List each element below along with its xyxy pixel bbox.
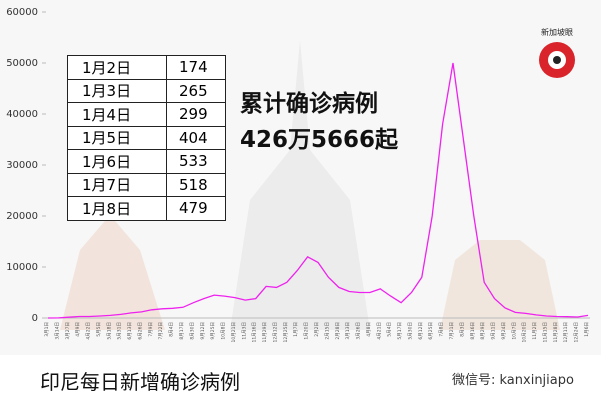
x-tick-label: 11月29日 — [262, 322, 268, 342]
date-cell: 1月4日 — [67, 102, 167, 127]
annotation: 累计确诊病例 — [240, 91, 378, 117]
x-tick-label: 3月27日 — [65, 322, 71, 340]
x-tick-label: 3月1日 — [44, 322, 50, 337]
table-row: 1月4日 299 — [67, 102, 226, 127]
x-tick-label: 10月20日 — [522, 322, 528, 342]
x-tick-label: 4月9日 — [75, 322, 81, 337]
x-tick-label: 5月5日 — [96, 322, 102, 337]
table-row: 1月8日 479 — [67, 196, 226, 221]
x-tick-label: 12月25日 — [283, 322, 289, 342]
y-tick-label: 40000 — [6, 109, 38, 120]
date-cell: 1月6日 — [67, 149, 167, 174]
data-table: 1月2日 174 1月3日 265 1月4日 299 1月5日 404 1月6日 533 1月7日 5… — [67, 55, 226, 221]
count-cell: 299 — [166, 102, 226, 127]
table-row: 1月7日 518 — [67, 172, 226, 197]
x-tick-label: 8月29日 — [480, 322, 486, 340]
x-tick-label: 6月26日 — [137, 322, 143, 340]
x-tick-label: 8月30日 — [189, 322, 195, 340]
x-tick-label: 8月4日 — [169, 322, 175, 337]
y-tick-label: 50000 — [6, 58, 38, 69]
date-cell: 1月8日 — [67, 196, 167, 221]
y-tick-label: 30000 — [6, 160, 38, 171]
x-tick-label: 2月15日 — [324, 322, 330, 340]
count-cell: 404 — [166, 125, 226, 150]
x-tick-label: 12月11日 — [563, 322, 569, 342]
x-tick-label: 3月26日 — [356, 322, 362, 340]
table-row: 1月2日 174 — [67, 55, 226, 80]
x-tick-label: 8月16日 — [470, 322, 476, 340]
y-tick-label: 20000 — [6, 211, 38, 222]
pagoda-illustration — [60, 215, 165, 330]
date-cell: 1月2日 — [67, 55, 167, 80]
table-row: 1月6日 533 — [67, 149, 226, 174]
date-cell: 1月5日 — [67, 125, 167, 150]
data-line — [47, 62, 589, 319]
x-tick-label: 9月12日 — [200, 322, 206, 340]
x-tick-label: 4月21日 — [376, 322, 382, 340]
x-tick-label: 8月3日 — [459, 322, 465, 337]
x-tick-label: 1月20日 — [304, 322, 310, 340]
table-row: 1月5日 404 — [67, 125, 226, 150]
x-tick-label: 11月16日 — [252, 322, 258, 342]
x-tick-label: 11月2日 — [532, 322, 538, 340]
x-tick-label: 7月9日 — [148, 322, 154, 337]
x-tick-label: 3月14日 — [54, 322, 60, 340]
x-tick-label: 11月28日 — [553, 322, 559, 342]
x-tick-label: 2月28日 — [335, 322, 341, 340]
x-tick-label: 3月13日 — [345, 322, 351, 340]
x-tick-label: 7月8日 — [439, 322, 445, 337]
x-tick-label: 9月24日 — [501, 322, 507, 340]
x-tick-label: 7月21日 — [449, 322, 455, 340]
x-tick-label: 10月8日 — [221, 322, 227, 340]
x-tick-label: 10月21日 — [231, 322, 237, 342]
count-cell: 479 — [166, 196, 226, 221]
y-tick-label: 0 — [32, 313, 38, 324]
count-cell: 265 — [166, 78, 226, 103]
temple-illustration — [230, 40, 370, 330]
date-cell: 1月3日 — [67, 78, 167, 103]
x-tick-label: 6月13日 — [127, 322, 133, 340]
table-row: 1月3日 265 — [67, 78, 226, 103]
x-tick-label: 12月24日 — [574, 322, 580, 342]
y-tick-label: 10000 — [6, 262, 38, 273]
chart-title: 印尼每日新增确诊病例 — [40, 370, 240, 394]
logo-text: 新加坡眼 — [541, 27, 573, 37]
x-tick-label: 2月2日 — [314, 322, 320, 337]
x-tick-label: 5月31日 — [117, 322, 123, 340]
house-illustration — [440, 240, 560, 330]
x-tick-label: 5月17日 — [397, 322, 403, 340]
watermark: 微信号: kanxinjiapo — [452, 373, 574, 388]
count-cell: 533 — [166, 149, 226, 174]
annotation: 426万5666起 — [240, 127, 399, 153]
date-cell: 1月7日 — [67, 172, 167, 197]
x-tick-label: 12月12日 — [272, 322, 278, 342]
x-tick-label: 1月6日 — [584, 322, 590, 337]
x-tick-label: 4月22日 — [86, 322, 92, 340]
count-cell: 174 — [166, 55, 226, 80]
x-tick-label: 5月4日 — [387, 322, 393, 337]
x-tick-label: 8月17日 — [179, 322, 185, 340]
x-tick-label: 5月30日 — [407, 322, 413, 340]
logo: 新加坡眼 — [539, 27, 575, 78]
x-tick-label: 9月11日 — [491, 322, 497, 340]
x-tick-label: 4月8日 — [366, 322, 372, 337]
x-tick-label: 7月22日 — [158, 322, 164, 340]
x-tick-label: 11月3日 — [241, 322, 247, 340]
count-cell: 518 — [166, 172, 226, 197]
x-tick-label: 6月25日 — [428, 322, 434, 340]
x-tick-label: 10月7日 — [511, 322, 517, 340]
x-tick-label: 1月7日 — [293, 322, 299, 337]
x-tick-label: 11月15日 — [542, 322, 548, 342]
x-tick-label: 6月12日 — [418, 322, 424, 340]
x-tick-label: 5月18日 — [106, 322, 112, 340]
y-tick-label: 60000 — [6, 7, 38, 18]
x-tick-label: 9月25日 — [210, 322, 216, 340]
